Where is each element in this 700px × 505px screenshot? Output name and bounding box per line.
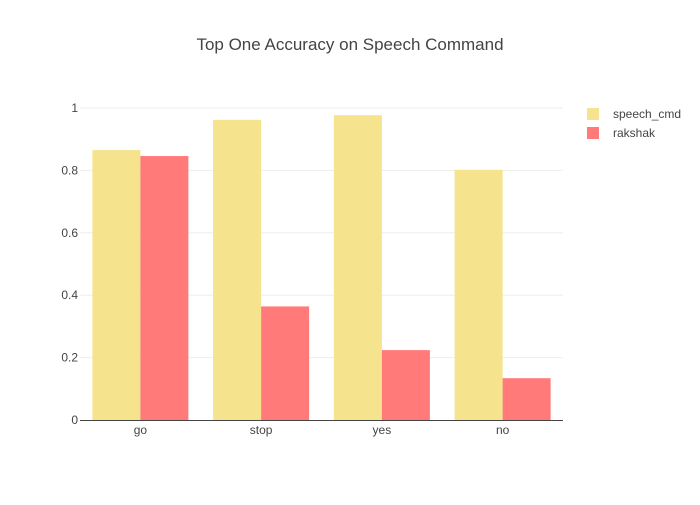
x-tick-label: go: [134, 423, 148, 437]
y-tick-label: 0: [71, 413, 78, 427]
legend-swatch-speech-cmd: [587, 108, 599, 120]
legend-label-rakshak: rakshak: [613, 126, 656, 140]
x-tick-label: no: [496, 423, 510, 437]
bars: [92, 115, 551, 421]
chart-title: Top One Accuracy on Speech Command: [196, 35, 503, 54]
y-tick-label: 0.8: [61, 163, 78, 177]
y-tick-label: 1: [71, 101, 78, 115]
bar-rakshak-stop: [261, 306, 310, 420]
x-tick-label: stop: [250, 423, 273, 437]
bar-speech-cmd-yes: [333, 115, 382, 421]
bar-rakshak-no: [502, 378, 551, 420]
bar-rakshak-yes: [381, 350, 430, 420]
bar-speech-cmd-no: [454, 169, 503, 420]
y-tick-label: 0.4: [61, 288, 78, 302]
x-tick-label: yes: [373, 423, 392, 437]
axes: 0 0.2 0.4 0.6 0.8 1 go stop yes no: [61, 101, 563, 437]
bar-rakshak-go: [140, 156, 189, 420]
y-tick-label: 0.2: [61, 351, 78, 365]
bar-speech-cmd-stop: [213, 119, 262, 420]
legend-swatch-rakshak: [587, 127, 599, 139]
legend-label-speech-cmd: speech_cmd: [613, 107, 681, 121]
y-tick-label: 0.6: [61, 226, 78, 240]
bar-speech-cmd-go: [92, 150, 141, 420]
